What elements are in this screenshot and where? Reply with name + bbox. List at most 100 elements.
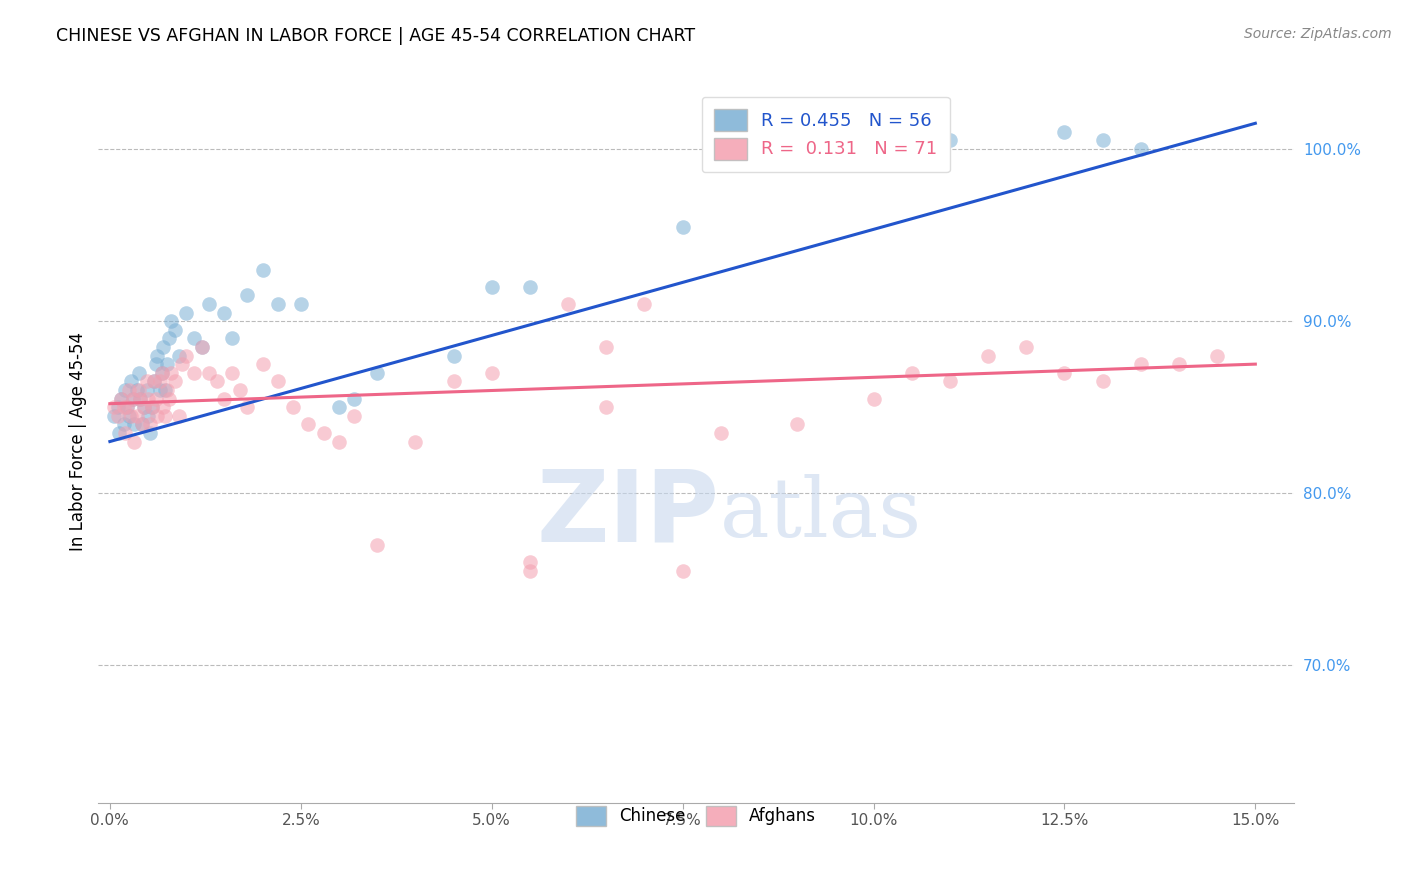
Point	[252, 357, 274, 371]
Point	[366, 538, 388, 552]
Point	[366, 366, 388, 380]
Point	[103, 409, 125, 423]
Point	[110, 392, 132, 406]
Point	[343, 392, 366, 406]
Point	[143, 375, 166, 389]
Point	[290, 297, 312, 311]
Point	[115, 400, 138, 414]
Text: atlas: atlas	[720, 474, 922, 554]
Point	[129, 392, 152, 406]
Point	[404, 434, 426, 449]
Point	[118, 383, 141, 397]
Point	[121, 392, 143, 406]
Point	[824, 151, 846, 165]
Point	[183, 366, 205, 380]
Legend: Chinese, Afghans: Chinese, Afghans	[564, 794, 828, 838]
Point	[862, 142, 884, 156]
Point	[1129, 357, 1152, 371]
Point	[160, 366, 183, 380]
Point	[138, 425, 160, 440]
Point	[125, 383, 148, 397]
Point	[939, 375, 962, 389]
Point	[557, 297, 579, 311]
Point	[1053, 125, 1076, 139]
Point	[135, 383, 157, 397]
Point	[1168, 357, 1191, 371]
Point	[159, 331, 181, 345]
Point	[131, 417, 153, 432]
Point	[153, 409, 176, 423]
Point	[198, 366, 221, 380]
Point	[148, 375, 170, 389]
Point	[481, 366, 503, 380]
Text: CHINESE VS AFGHAN IN LABOR FORCE | AGE 45-54 CORRELATION CHART: CHINESE VS AFGHAN IN LABOR FORCE | AGE 4…	[56, 27, 696, 45]
Point	[107, 409, 129, 423]
Point	[124, 434, 146, 449]
Point	[267, 297, 290, 311]
Point	[443, 349, 465, 363]
Point	[135, 375, 157, 389]
Point	[128, 383, 150, 397]
Point	[146, 349, 169, 363]
Point	[328, 400, 350, 414]
Point	[671, 219, 693, 234]
Point	[131, 417, 153, 432]
Point	[152, 400, 174, 414]
Point	[159, 392, 181, 406]
Point	[167, 409, 190, 423]
Point	[124, 417, 146, 432]
Point	[136, 392, 159, 406]
Point	[595, 400, 617, 414]
Point	[167, 349, 190, 363]
Point	[156, 357, 179, 371]
Point	[1129, 142, 1152, 156]
Point	[108, 425, 131, 440]
Point	[120, 409, 142, 423]
Point	[671, 564, 693, 578]
Point	[153, 383, 176, 397]
Point	[205, 375, 228, 389]
Point	[343, 409, 366, 423]
Point	[236, 288, 259, 302]
Point	[145, 357, 167, 371]
Point	[519, 279, 541, 293]
Point	[152, 340, 174, 354]
Point	[110, 392, 132, 406]
Point	[312, 425, 335, 440]
Point	[1015, 340, 1038, 354]
Point	[1091, 375, 1114, 389]
Point	[148, 383, 170, 397]
Point	[519, 564, 541, 578]
Point	[125, 409, 148, 423]
Point	[183, 331, 205, 345]
Point	[1091, 133, 1114, 147]
Point	[328, 434, 350, 449]
Point	[150, 366, 173, 380]
Text: ZIP: ZIP	[537, 466, 720, 562]
Point	[190, 340, 212, 354]
Point	[198, 297, 221, 311]
Point	[710, 425, 733, 440]
Point	[221, 366, 243, 380]
Point	[112, 417, 135, 432]
Point	[174, 305, 197, 319]
Point	[141, 400, 163, 414]
Point	[146, 409, 169, 423]
Point	[786, 417, 808, 432]
Point	[443, 375, 465, 389]
Point	[252, 262, 274, 277]
Point	[156, 383, 179, 397]
Point	[134, 400, 156, 414]
Point	[633, 297, 655, 311]
Point	[1053, 366, 1076, 380]
Point	[228, 383, 250, 397]
Point	[297, 417, 319, 432]
Point	[103, 400, 125, 414]
Point	[939, 133, 962, 147]
Point	[114, 425, 136, 440]
Point	[172, 357, 194, 371]
Point	[145, 392, 167, 406]
Point	[900, 366, 922, 380]
Point	[160, 314, 183, 328]
Point	[174, 349, 197, 363]
